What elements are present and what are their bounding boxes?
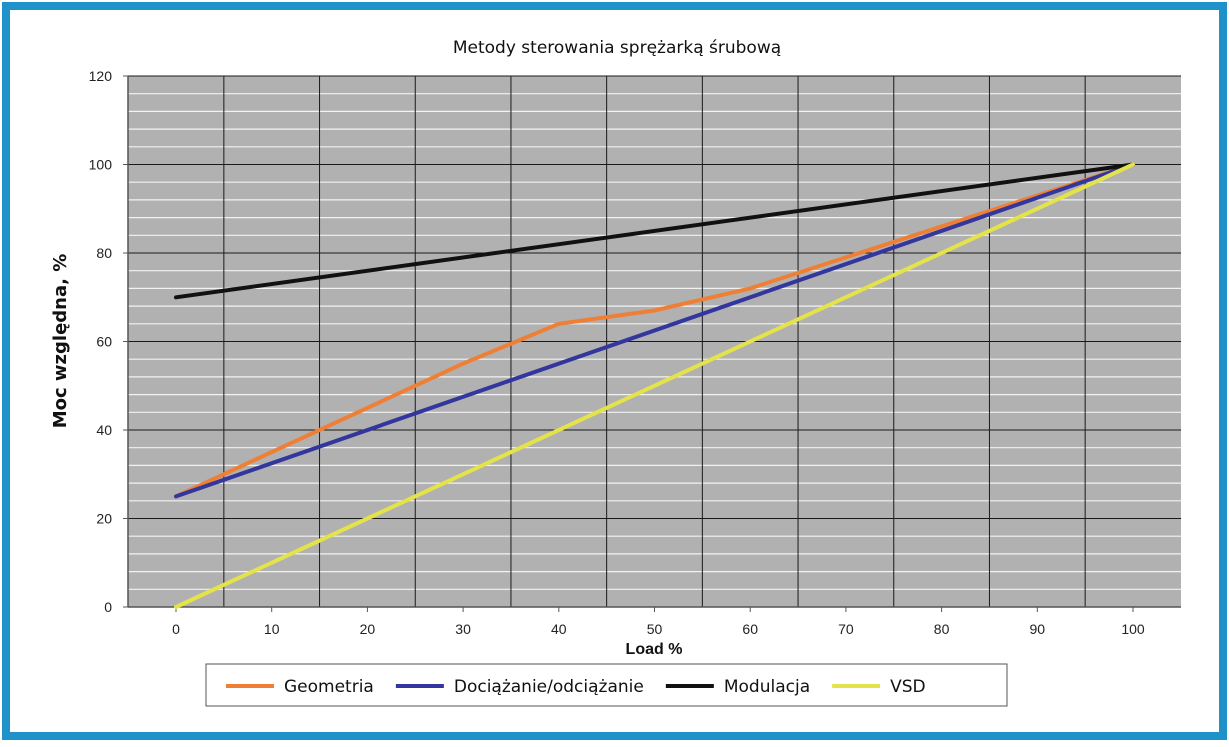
- y-axis-ticks: 0 20 40 60 80 100 120: [89, 68, 128, 615]
- y-tick-label: 100: [89, 157, 113, 173]
- minor-gridlines: [128, 93, 1181, 590]
- y-tick-label: 80: [96, 245, 112, 261]
- x-tick-label: 0: [172, 621, 180, 637]
- x-tick-label: 20: [360, 621, 376, 637]
- y-tick-label: 60: [96, 334, 112, 350]
- series-line-2: [174, 162, 1135, 499]
- x-tick-label: 30: [455, 621, 471, 637]
- legend-label-2: Dociążanie/odciążanie: [454, 677, 644, 697]
- series-line-4: [174, 162, 1135, 609]
- x-tick-label: 80: [934, 621, 950, 637]
- major-gridlines: [128, 75, 1181, 607]
- chart-title: Metody sterowania sprężarką śrubową: [453, 38, 781, 58]
- x-tick-label: 50: [647, 621, 663, 637]
- y-tick-label: 120: [89, 68, 113, 84]
- x-tick-label: 10: [264, 621, 280, 637]
- x-axis-ticks: 0 10 20 30 40 50 60 70 80 90 100: [172, 607, 1145, 637]
- y-tick-label: 0: [104, 599, 112, 615]
- legend: Geometria Dociążanie/odciążanie Modulacja V…: [226, 677, 926, 697]
- x-tick-label: 90: [1030, 621, 1046, 637]
- y-tick-label: 20: [96, 511, 112, 527]
- y-tick-label: 40: [96, 422, 112, 438]
- series-lines: [174, 162, 1135, 609]
- series-line-3: [174, 162, 1135, 300]
- legend-label-3: Modulacja: [724, 677, 810, 697]
- x-tick-label: 40: [551, 621, 567, 637]
- x-tick-label: 100: [1121, 621, 1145, 637]
- series-line-1: [174, 162, 1135, 499]
- legend-label-4: VSD: [890, 677, 926, 697]
- x-axis-label: Load %: [626, 641, 683, 658]
- y-axis-label: Moc względna, %: [50, 254, 71, 429]
- x-tick-label: 60: [742, 621, 758, 637]
- legend-label-1: Geometria: [284, 677, 374, 697]
- x-tick-label: 70: [838, 621, 854, 637]
